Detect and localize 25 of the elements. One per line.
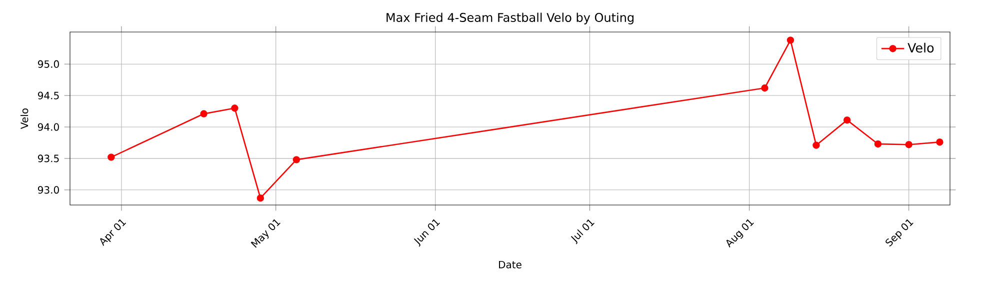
- x-tick-label: Sep 01: [886, 219, 914, 246]
- point: [905, 141, 912, 148]
- point: [761, 84, 768, 92]
- point: [231, 104, 238, 112]
- x-axis-title: Date: [499, 260, 522, 268]
- point: [812, 142, 820, 149]
- y-axis-title: Velo: [20, 108, 28, 129]
- y-tick-label: 93.0: [38, 186, 59, 194]
- point: [874, 140, 882, 148]
- point: [108, 154, 115, 161]
- chart-title: Max Fried 4-Seam Fastball Velo by Outing: [386, 12, 634, 24]
- point: [936, 138, 944, 146]
- y-tick-label: 94.0: [38, 123, 59, 131]
- x-tick-label: Apr 01: [100, 219, 126, 246]
- x-tick-label: Jul 01: [570, 219, 594, 244]
- x-tick-label: Jun 01: [414, 219, 440, 247]
- point: [786, 36, 794, 44]
- y-tick-label: 94.5: [38, 92, 59, 100]
- y-tick-label: 95.0: [38, 60, 59, 68]
- y-tick-label: 93.5: [38, 154, 59, 162]
- point: [292, 156, 300, 164]
- point: [256, 194, 264, 202]
- legend-label: Velo: [908, 42, 934, 53]
- point: [200, 110, 208, 118]
- point: [843, 116, 851, 124]
